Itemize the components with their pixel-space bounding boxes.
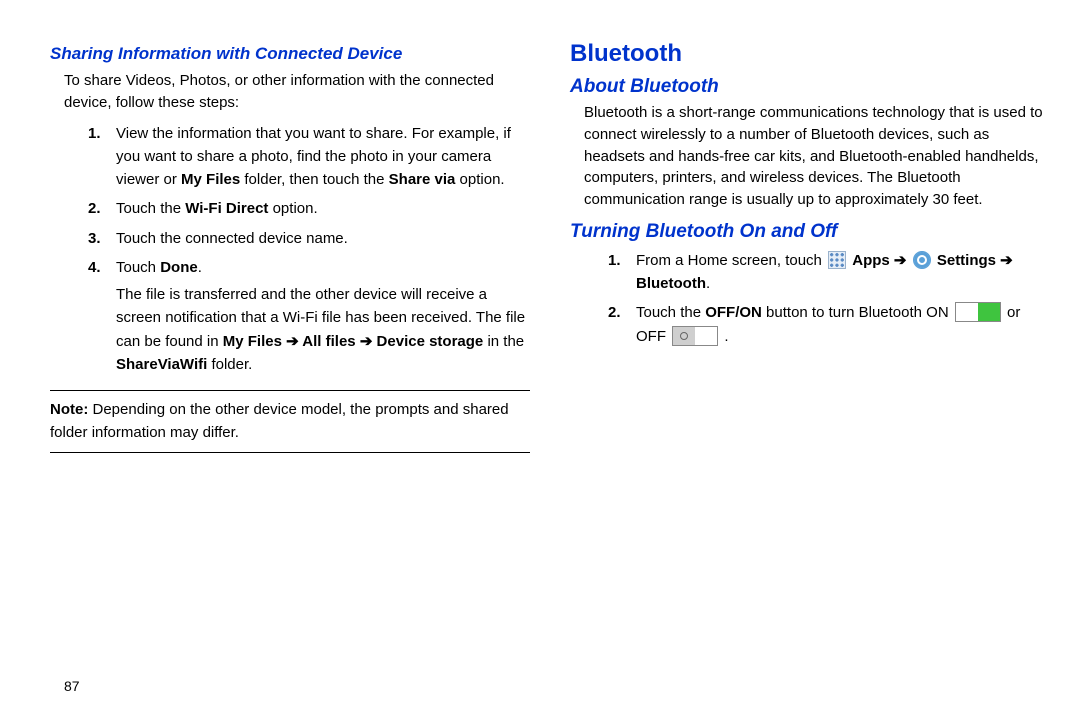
text-run: . <box>198 259 202 276</box>
text-run: in the <box>483 333 524 350</box>
text-run: ShareViaWifi <box>116 356 207 373</box>
left-column: Sharing Information with Connected Devic… <box>50 40 530 700</box>
list-item: 4.Touch Done.The file is transferred and… <box>94 256 530 376</box>
text-run: Touch the connected device name. <box>116 230 348 247</box>
text-run: button to turn Bluetooth ON <box>762 304 953 321</box>
manual-page: Sharing Information with Connected Devic… <box>0 0 1080 720</box>
heading-about: About Bluetooth <box>570 76 1050 98</box>
text-run: Touch <box>116 259 160 276</box>
step-number: 4. <box>88 256 101 279</box>
list-item: 1.From a Home screen, touch Apps ➔ Setti… <box>614 249 1050 296</box>
text-run: Touch the <box>636 304 705 321</box>
text-run: Done <box>160 259 198 276</box>
text-run: . <box>706 275 710 292</box>
toggle-off-icon <box>672 326 718 346</box>
text-run: Wi-Fi Direct <box>185 200 268 217</box>
text-run: From a Home screen, touch <box>636 252 826 269</box>
text-run: Touch the <box>116 200 185 217</box>
page-number: 87 <box>64 678 80 694</box>
about-body: Bluetooth is a short-range communication… <box>570 102 1050 211</box>
note-block: Note: Depending on the other device mode… <box>50 390 530 453</box>
step-number: 3. <box>88 227 101 250</box>
text-run <box>907 252 911 269</box>
text-run: Apps <box>852 252 890 269</box>
text-run: ➔ All files ➔ Device storage <box>286 333 483 350</box>
text-run: ➔ <box>894 252 907 269</box>
apps-icon <box>828 251 846 269</box>
note-label: Note: <box>50 401 88 418</box>
intro-text: To share Videos, Photos, or other inform… <box>50 70 530 114</box>
heading-turning: Turning Bluetooth On and Off <box>570 221 1050 243</box>
step-number: 2. <box>608 301 621 324</box>
right-step-list: 1.From a Home screen, touch Apps ➔ Setti… <box>570 249 1050 348</box>
text-run: My Files <box>181 171 240 188</box>
settings-icon <box>913 251 931 269</box>
text-run: . <box>720 328 728 345</box>
text-run: folder, then touch the <box>240 171 388 188</box>
text-run: OFF/ON <box>705 304 762 321</box>
text-run: folder. <box>207 356 252 373</box>
text-run: My Files <box>223 333 282 350</box>
step-sub: The file is transferred and the other de… <box>116 283 530 376</box>
text-run: Share via <box>389 171 456 188</box>
text-run: option. <box>268 200 317 217</box>
step-number: 1. <box>88 122 101 145</box>
left-step-list: 1.View the information that you want to … <box>50 122 530 377</box>
heading-sharing: Sharing Information with Connected Devic… <box>50 44 530 64</box>
note-body: Depending on the other device model, the… <box>50 401 509 441</box>
list-item: 2.Touch the Wi-Fi Direct option. <box>94 197 530 220</box>
toggle-on-icon <box>955 302 1001 322</box>
heading-bluetooth: Bluetooth <box>570 40 1050 68</box>
step-number: 1. <box>608 249 621 272</box>
step-number: 2. <box>88 197 101 220</box>
list-item: 3.Touch the connected device name. <box>94 227 530 250</box>
text-run: option. <box>455 171 504 188</box>
list-item: 2.Touch the OFF/ON button to turn Blueto… <box>614 301 1050 348</box>
list-item: 1.View the information that you want to … <box>94 122 530 192</box>
right-column: Bluetooth About Bluetooth Bluetooth is a… <box>570 40 1050 700</box>
